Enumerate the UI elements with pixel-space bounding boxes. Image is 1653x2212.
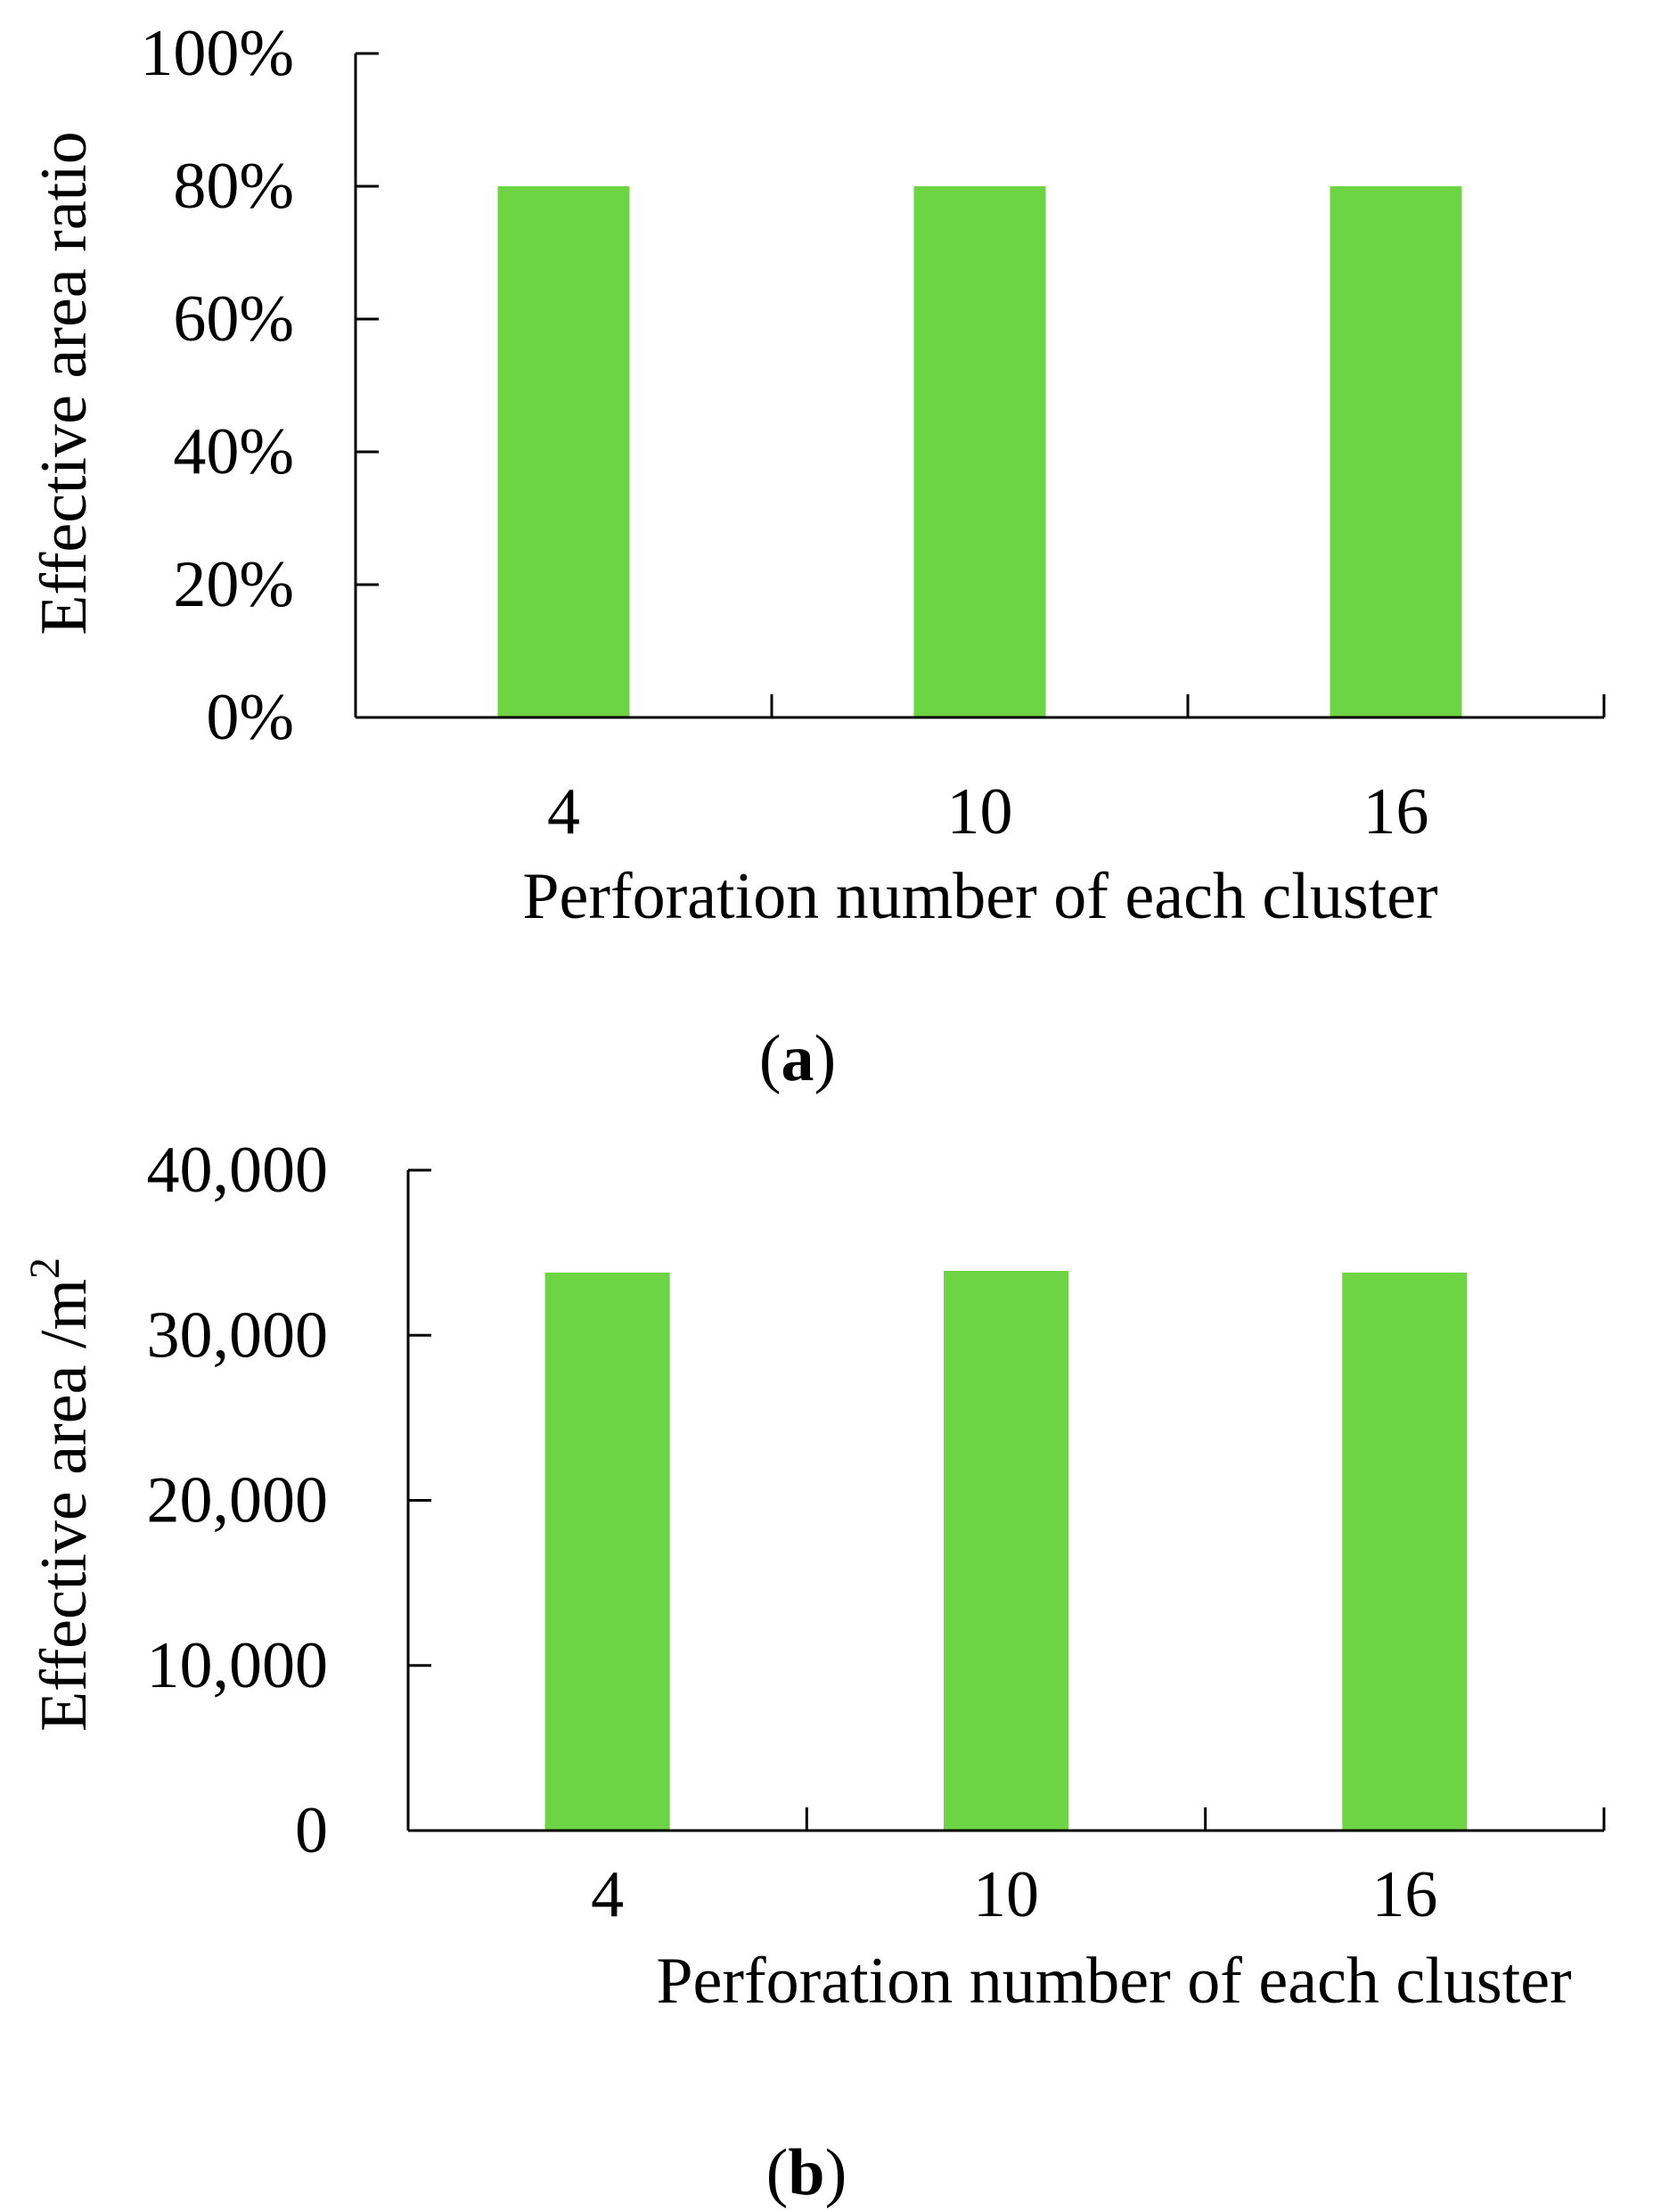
- chart-a-axes: [354, 53, 1606, 719]
- chart-a-bar-16: [1330, 186, 1462, 717]
- chart-b-y-axis-title-text: Effective area /m: [28, 1279, 101, 1732]
- chart-a-x-tick-label: 16: [1363, 775, 1429, 848]
- chart-b-bar-16: [1342, 1272, 1468, 1831]
- chart-a-y-tick-label: 60%: [173, 283, 294, 356]
- chart-a-x-tick-label: 4: [547, 775, 580, 848]
- chart-b-y-tick-label: 20,000: [147, 1464, 329, 1537]
- chart-b-axes: [406, 1170, 1606, 1832]
- chart-b-y-tick-label: 30,000: [147, 1299, 329, 1372]
- chart-b-x-tick-labels: 4 10 16: [591, 1858, 1437, 1931]
- chart-a-panel-letter: a: [781, 1022, 814, 1095]
- chart-b-panel-label: (b): [766, 2136, 847, 2209]
- chart-b-y-axis-title: Effective area /m2: [21, 1258, 101, 1732]
- chart-b-bar-4: [544, 1272, 670, 1831]
- chart-a-y-tick-label: 0%: [206, 681, 294, 754]
- chart-a-y-tick-label: 80%: [173, 150, 294, 223]
- chart-b-x-tick-label: 16: [1371, 1858, 1437, 1931]
- chart-b-y-tick-label: 10,000: [147, 1629, 329, 1702]
- chart-b-x-tick-label: 10: [973, 1858, 1039, 1931]
- chart-a-y-tick-label: 40%: [173, 415, 294, 488]
- chart-a-y-tick-label: 20%: [173, 548, 294, 621]
- chart-b-x-axis-title: Perforation number of each cluster: [656, 1945, 1571, 2018]
- chart-a-y-ticks: 0% 20% 40% 60% 80% 100%: [140, 17, 379, 754]
- chart-b-bar-10: [944, 1271, 1068, 1831]
- chart-b-y-tick-label: 40,000: [147, 1134, 329, 1207]
- chart-a-panel-label: (a): [759, 1022, 836, 1095]
- chart-b-bars: [544, 1271, 1468, 1831]
- chart-a-bar-10: [913, 186, 1046, 717]
- chart-a-bar-4: [497, 186, 630, 717]
- chart-b-panel-letter: b: [788, 2136, 824, 2209]
- chart-b: 0 10,000 20,000 30,000 40,000 4 10 16 Perforat…: [21, 1134, 1606, 2209]
- chart-b-y-tick-label: 0: [295, 1794, 328, 1867]
- chart-b-y-axis-title-superscript: 2: [21, 1258, 69, 1279]
- chart-a-y-axis-title: Effective area ratio: [28, 131, 101, 635]
- chart-b-x-tick-label: 4: [591, 1858, 624, 1931]
- chart-a-bars: [497, 186, 1462, 717]
- chart-a-x-tick-labels: 4 10 16: [547, 775, 1429, 848]
- chart-a-x-axis-title: Perforation number of each cluster: [522, 860, 1437, 933]
- chart-a: 0% 20% 40% 60% 80% 100% 4 10 16 Perforation num…: [28, 17, 1606, 1095]
- chart-a-y-tick-label: 100%: [140, 17, 294, 90]
- chart-a-x-tick-label: 10: [947, 775, 1013, 848]
- chart-b-y-ticks: 0 10,000 20,000 30,000 40,000: [147, 1134, 431, 1867]
